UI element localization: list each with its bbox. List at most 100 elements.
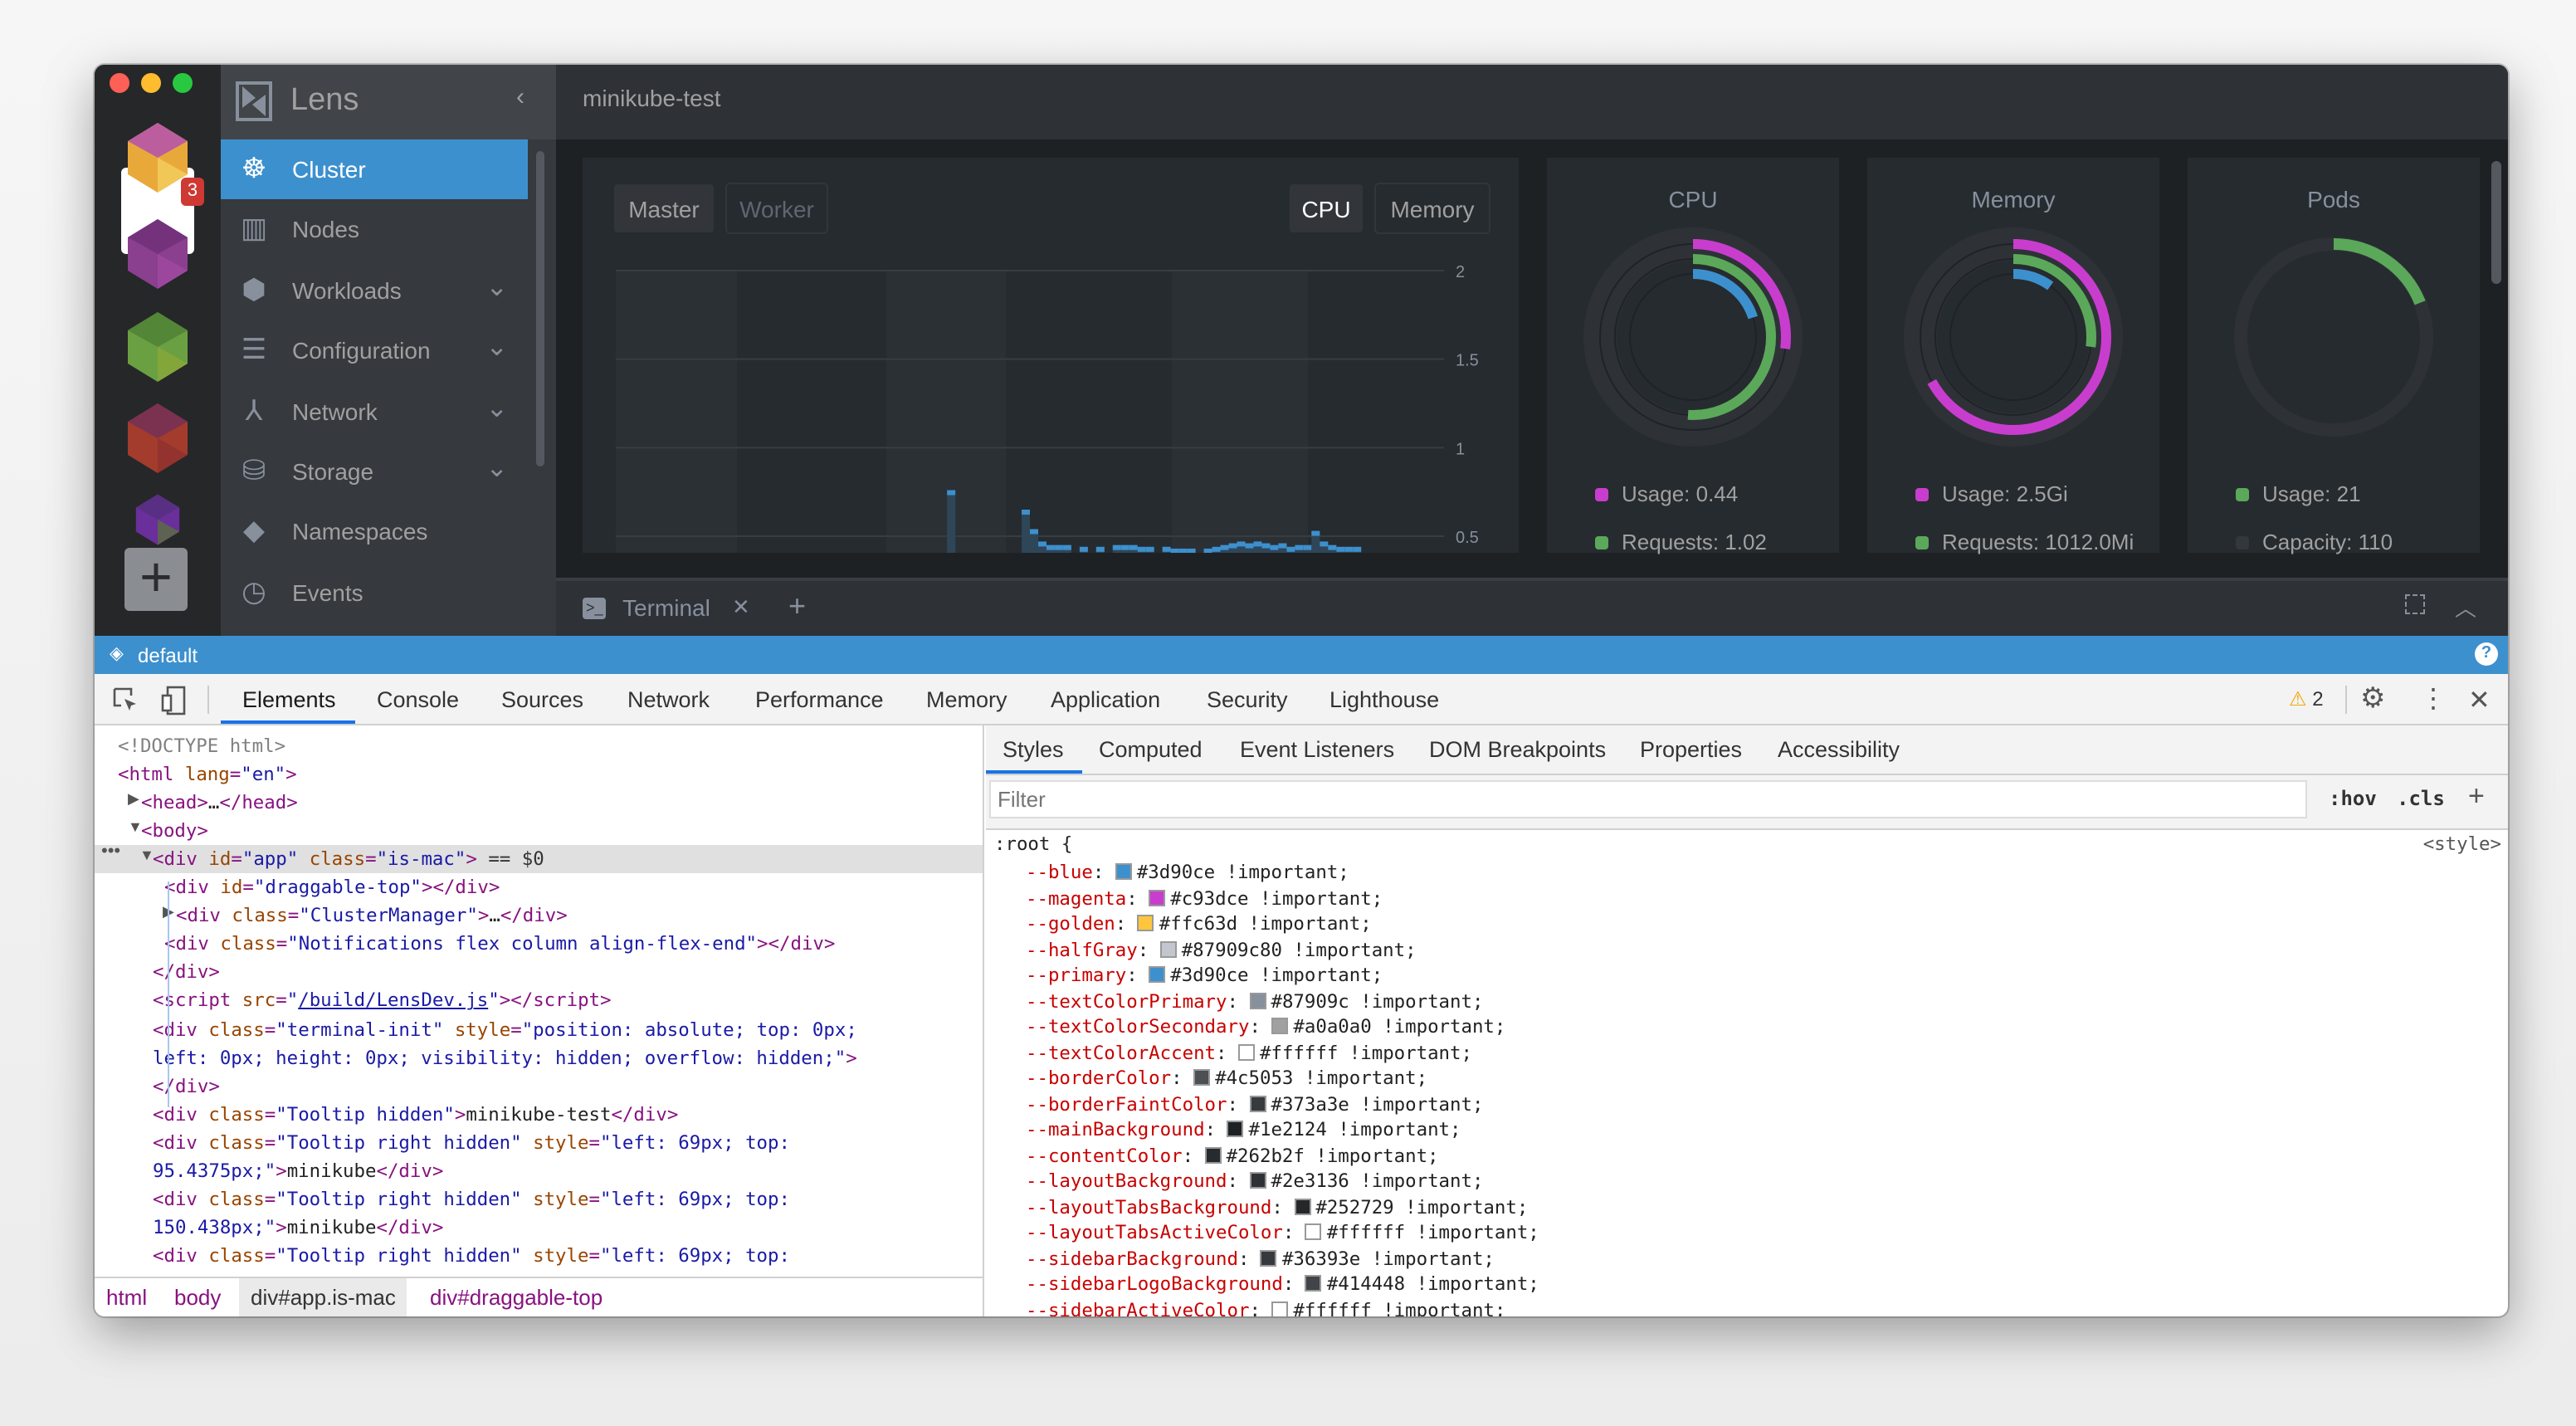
styles-filter-input[interactable] xyxy=(989,780,2307,818)
css-property-row[interactable]: --primary: #3d90ce !important; xyxy=(1026,963,1383,989)
close-terminal-icon[interactable]: ✕ xyxy=(732,594,750,619)
color-swatch[interactable] xyxy=(1159,940,1177,957)
expand-arrow-icon[interactable]: ▶ xyxy=(128,790,139,808)
dom-node-line[interactable]: left: 0px; height: 0px; visibility: hidd… xyxy=(153,1047,857,1069)
content-scrollbar-thumb[interactable] xyxy=(2491,161,2501,284)
css-property-row[interactable]: --blue: #3d90ce !important; xyxy=(1026,860,1349,886)
color-swatch[interactable] xyxy=(1294,1198,1311,1214)
color-swatch[interactable] xyxy=(1249,992,1266,1008)
dom-node-line[interactable]: <div class="Notifications flex column al… xyxy=(164,933,836,955)
color-swatch[interactable] xyxy=(1271,1018,1289,1034)
dom-node-line[interactable]: <html lang="en"> xyxy=(118,764,297,786)
sidebar-item-nodes[interactable]: ▥ Nodes xyxy=(221,200,528,260)
dom-node-line[interactable]: <div class="Tooltip right hidden" style=… xyxy=(153,1188,790,1210)
terminal-tab[interactable]: Terminal xyxy=(622,594,710,621)
color-swatch[interactable] xyxy=(1204,1146,1222,1163)
master-tab[interactable]: Master xyxy=(612,183,715,234)
add-cluster-button[interactable]: + xyxy=(124,548,188,611)
css-property-row[interactable]: --textColorPrimary: #87909c !important; xyxy=(1026,989,1483,1014)
tab-console[interactable]: Console xyxy=(377,687,460,712)
sidebar-scrollbar[interactable] xyxy=(536,151,544,466)
css-property-row[interactable]: --layoutBackground: #2e3136 !important; xyxy=(1026,1169,1483,1194)
close-devtools-icon[interactable]: ✕ xyxy=(2468,687,2491,715)
sidebar-item-workloads[interactable]: ⬢ Workloads ⌄ xyxy=(221,261,528,320)
css-property-row[interactable]: --layoutTabsActiveColor: #ffffff !import… xyxy=(1026,1220,1539,1246)
dom-node-line[interactable]: <div id="draggable-top"></div> xyxy=(164,877,500,899)
close-window-button[interactable] xyxy=(110,73,129,93)
dom-node-line[interactable]: <div class="ClusterManager">…</div> xyxy=(176,905,568,927)
expand-arrow-icon[interactable]: ▼ xyxy=(139,847,154,864)
cls-toggle[interactable]: .cls xyxy=(2397,787,2445,810)
chevron-up-icon[interactable]: ︿ xyxy=(2455,596,2477,621)
cluster-icon[interactable] xyxy=(124,310,191,383)
fullscreen-icon[interactable] xyxy=(2405,594,2425,614)
dom-node-line[interactable]: 150.438px;">minikube</div> xyxy=(153,1216,444,1238)
tab-memory[interactable]: Memory xyxy=(926,687,1007,712)
chevron-down-icon[interactable]: ⌄ xyxy=(485,273,508,302)
cluster-icon[interactable] xyxy=(124,402,191,475)
sidebar-item-network[interactable]: ⅄ Network ⌄ xyxy=(221,381,528,441)
settings-gear-icon[interactable]: ⚙ xyxy=(2360,682,2386,714)
tab-application[interactable]: Application xyxy=(1051,687,1161,712)
sidebar-item-namespaces[interactable]: ◆ Namespaces xyxy=(221,502,528,562)
dom-node-line[interactable]: <div class="Tooltip right hidden" style=… xyxy=(153,1131,790,1154)
color-swatch[interactable] xyxy=(1271,1301,1289,1316)
cluster-icon[interactable] xyxy=(124,121,191,194)
node-actions-ellipsis[interactable]: ••• xyxy=(101,842,121,862)
minimize-window-button[interactable] xyxy=(141,73,161,93)
color-swatch[interactable] xyxy=(1305,1223,1322,1240)
sidebar-item-cluster[interactable]: ☸ Cluster xyxy=(221,139,528,199)
expand-arrow-icon[interactable]: ▼ xyxy=(128,818,143,836)
new-style-rule-button[interactable]: + xyxy=(2468,780,2485,812)
sidebar-item-events[interactable]: ◷ Events xyxy=(221,563,528,623)
css-property-row[interactable]: --sidebarActiveColor: #ffffff !important… xyxy=(1026,1297,1505,1316)
dom-node-line[interactable]: <script src="/build/LensDev.js"></script… xyxy=(153,989,612,1012)
more-options-icon[interactable]: ⋮ xyxy=(2420,686,2447,714)
css-property-row[interactable]: --sidebarLogoBackground: #414448 !import… xyxy=(1026,1272,1539,1297)
memory-tab[interactable]: Memory xyxy=(1374,183,1490,234)
device-toolbar-icon[interactable] xyxy=(161,686,188,715)
css-property-row[interactable]: --contentColor: #262b2f !important; xyxy=(1026,1143,1439,1169)
tab-network[interactable]: Network xyxy=(627,687,710,712)
dom-node-line[interactable]: <div class="Tooltip hidden">minikube-tes… xyxy=(153,1103,679,1126)
tab-sources[interactable]: Sources xyxy=(501,687,584,712)
color-swatch[interactable] xyxy=(1305,1275,1322,1292)
css-property-row[interactable]: --borderColor: #4c5053 !important; xyxy=(1026,1066,1427,1091)
color-swatch[interactable] xyxy=(1227,1121,1244,1137)
css-property-row[interactable]: --magenta: #c93dce !important; xyxy=(1026,886,1383,911)
chevron-down-icon[interactable]: ⌄ xyxy=(485,334,508,363)
color-swatch[interactable] xyxy=(1115,863,1132,880)
color-swatch[interactable] xyxy=(1249,1095,1266,1111)
dom-node-line[interactable]: <head>…</head> xyxy=(141,792,298,814)
css-property-row[interactable]: --textColorAccent: #ffffff !important; xyxy=(1026,1040,1472,1066)
tab-dom-breakpoints[interactable]: DOM Breakpoints xyxy=(1429,737,1607,762)
css-property-row[interactable]: --mainBackground: #1e2124 !important; xyxy=(1026,1117,1461,1143)
dom-node-line[interactable]: </div> xyxy=(153,1075,220,1097)
tab-security[interactable]: Security xyxy=(1207,687,1288,712)
chevron-down-icon[interactable]: ⌄ xyxy=(485,394,508,423)
breadcrumb-item[interactable]: div#draggable-top xyxy=(430,1285,603,1310)
inspect-element-icon[interactable] xyxy=(113,687,139,714)
css-property-row[interactable]: --textColorSecondary: #a0a0a0 !important… xyxy=(1026,1014,1505,1040)
dom-node-line[interactable]: <div class="Tooltip right hidden" style=… xyxy=(153,1244,790,1267)
cluster-icon[interactable] xyxy=(124,217,191,291)
namespace-label[interactable]: default xyxy=(138,644,198,667)
dom-node-line[interactable]: <div class="terminal-init" style="positi… xyxy=(153,1018,857,1040)
css-property-row[interactable]: --borderFaintColor: #373a3e !important; xyxy=(1026,1091,1483,1117)
hov-toggle[interactable]: :hov xyxy=(2329,787,2377,810)
breadcrumb-item[interactable]: body xyxy=(174,1285,222,1310)
color-swatch[interactable] xyxy=(1260,1249,1277,1266)
dom-node-line[interactable]: 95.4375px;">minikube</div> xyxy=(153,1160,444,1182)
css-property-row[interactable]: --sidebarBackground: #36393e !important; xyxy=(1026,1246,1495,1272)
tab-elements[interactable]: Elements xyxy=(242,687,336,712)
tab-event-listeners[interactable]: Event Listeners xyxy=(1240,737,1395,762)
dom-node-line[interactable]: <!DOCTYPE html> xyxy=(118,735,286,757)
css-property-row[interactable]: --golden: #ffc63d !important; xyxy=(1026,911,1372,937)
color-swatch[interactable] xyxy=(1149,889,1166,906)
tab-performance[interactable]: Performance xyxy=(755,687,884,712)
color-swatch[interactable] xyxy=(1249,1172,1266,1189)
rule-source-link[interactable]: <style> xyxy=(2422,833,2501,855)
collapse-sidebar-icon[interactable]: ‹ xyxy=(516,83,524,111)
tab-computed[interactable]: Computed xyxy=(1099,737,1203,762)
cpu-tab[interactable]: CPU xyxy=(1288,183,1364,234)
